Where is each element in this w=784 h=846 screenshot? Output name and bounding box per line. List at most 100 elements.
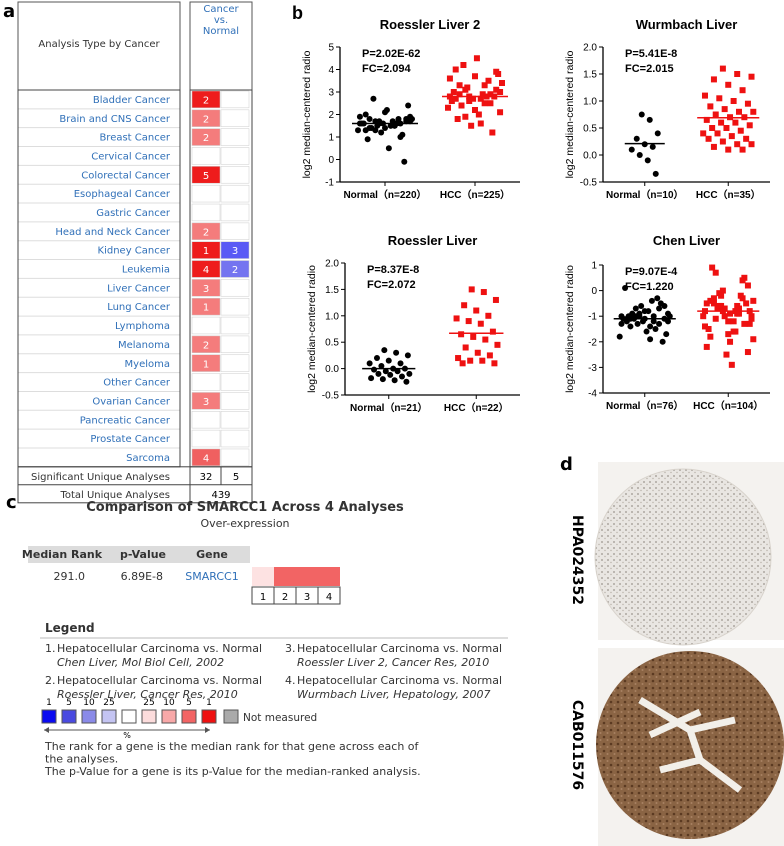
data-point — [446, 75, 453, 82]
x-tick-label: HCC（n=35） — [696, 188, 761, 201]
data-point — [748, 73, 755, 80]
data-point — [482, 336, 489, 343]
data-point — [450, 89, 457, 95]
data-point — [477, 120, 484, 127]
data-point — [368, 375, 375, 382]
scale-swatch — [141, 709, 157, 724]
cancer-type[interactable]: Colorectal Cancer — [81, 170, 171, 181]
data-point — [644, 157, 651, 164]
cancer-type[interactable]: Other Cancer — [103, 378, 171, 389]
y-tick-label: -2 — [588, 337, 597, 348]
col-header: Gene — [196, 548, 228, 561]
annotation: FC=2.072 — [367, 279, 416, 291]
data-point — [394, 368, 401, 375]
scale-swatch — [201, 709, 217, 724]
data-point — [728, 133, 735, 140]
legend-analysis: Hepatocellular Carcinoma vs. Normal — [297, 674, 502, 687]
cancer-type[interactable]: Pancreatic Cancer — [80, 415, 171, 426]
data-point — [481, 100, 488, 107]
data-point — [739, 277, 746, 284]
data-point — [719, 65, 726, 72]
scale-swatch — [81, 709, 97, 724]
cell-count: 2 — [203, 114, 209, 125]
data-point — [638, 111, 645, 118]
x-tick-label: Normal（n=10） — [606, 188, 684, 201]
data-point — [646, 116, 653, 123]
tissue-core — [596, 651, 784, 839]
cancer-type[interactable]: Prostate Cancer — [90, 434, 170, 445]
data-point — [636, 152, 643, 158]
data-point — [750, 108, 757, 115]
scale-label: 25 — [103, 698, 114, 708]
cancer-type[interactable]: Myeloma — [125, 359, 170, 370]
data-point — [632, 313, 639, 320]
y-tick-label: -1 — [588, 312, 597, 323]
cancer-type[interactable]: Brain and CNS Cancer — [59, 114, 170, 125]
cell-count: 3 — [203, 397, 209, 408]
cell-count: 2 — [203, 133, 209, 144]
median-rank: 291.0 — [54, 570, 86, 583]
data-point — [470, 333, 477, 340]
cancer-type[interactable]: Gastric Cancer — [96, 208, 171, 219]
data-point — [723, 351, 730, 358]
legend-source: Roessler Liver 2, Cancer Res, 2010 — [297, 656, 489, 669]
data-point — [647, 323, 654, 330]
data-point — [712, 111, 719, 118]
data-point — [716, 302, 723, 309]
cell — [191, 128, 221, 146]
cancer-type[interactable]: Lymphoma — [115, 321, 170, 332]
scale-swatch — [121, 709, 137, 724]
cancer-type[interactable]: Sarcoma — [126, 453, 170, 464]
cancer-type[interactable]: Breast Cancer — [99, 133, 170, 144]
data-point — [710, 300, 717, 307]
data-point — [452, 95, 459, 102]
data-point — [709, 264, 716, 271]
scale-unit: % — [123, 731, 131, 740]
comparison-subtitle: Over-expression — [200, 517, 289, 530]
cancer-type[interactable]: Esophageal Cancer — [74, 189, 171, 200]
data-point — [654, 130, 661, 137]
data-point — [473, 55, 480, 62]
legend-number: 3. — [285, 642, 296, 655]
data-point — [744, 349, 751, 356]
y-tick-label: 0 — [328, 155, 334, 166]
cancer-type[interactable]: Head and Neck Cancer — [55, 227, 171, 238]
table-header: Analysis Type by Cancer — [38, 39, 160, 50]
col-header: p-Value — [120, 548, 166, 561]
note: the analyses. — [45, 753, 118, 766]
tissue-core — [594, 468, 772, 646]
summary-count: 32 — [200, 472, 213, 483]
cell — [220, 90, 250, 109]
column-number: 1 — [260, 592, 266, 603]
data-point — [705, 135, 712, 142]
scale-swatch — [161, 709, 177, 724]
cancer-type[interactable]: Bladder Cancer — [93, 95, 171, 106]
data-point — [650, 313, 657, 320]
scale-label: 10 — [163, 698, 175, 708]
cancer-type[interactable]: Leukemia — [122, 265, 170, 276]
cancer-type[interactable]: Kidney Cancer — [98, 246, 171, 257]
data-point — [665, 310, 672, 317]
cancer-type[interactable]: Ovarian Cancer — [92, 396, 171, 407]
data-point — [387, 371, 394, 378]
data-point — [652, 326, 659, 332]
legend-number: 1. — [45, 642, 56, 655]
data-point — [656, 305, 663, 312]
cancer-type[interactable]: Lung Cancer — [107, 302, 171, 313]
cancer-type[interactable]: Melanoma — [118, 340, 170, 351]
cancer-type[interactable]: Liver Cancer — [107, 283, 171, 294]
data-point — [737, 127, 744, 134]
data-point — [739, 146, 746, 153]
data-point — [725, 318, 732, 325]
data-point — [632, 305, 639, 312]
data-point — [489, 328, 496, 335]
panel-letter: c — [6, 492, 17, 513]
annotation: FC=2.015 — [625, 63, 674, 75]
gene[interactable]: SMARCC1 — [185, 570, 238, 583]
data-point — [462, 86, 469, 93]
legend-source: Chen Liver, Mol Biol Cell, 2002 — [57, 656, 224, 669]
cancer-type[interactable]: Cervical Cancer — [91, 152, 171, 163]
scale-label: 1 — [206, 698, 212, 708]
data-point — [371, 366, 378, 373]
